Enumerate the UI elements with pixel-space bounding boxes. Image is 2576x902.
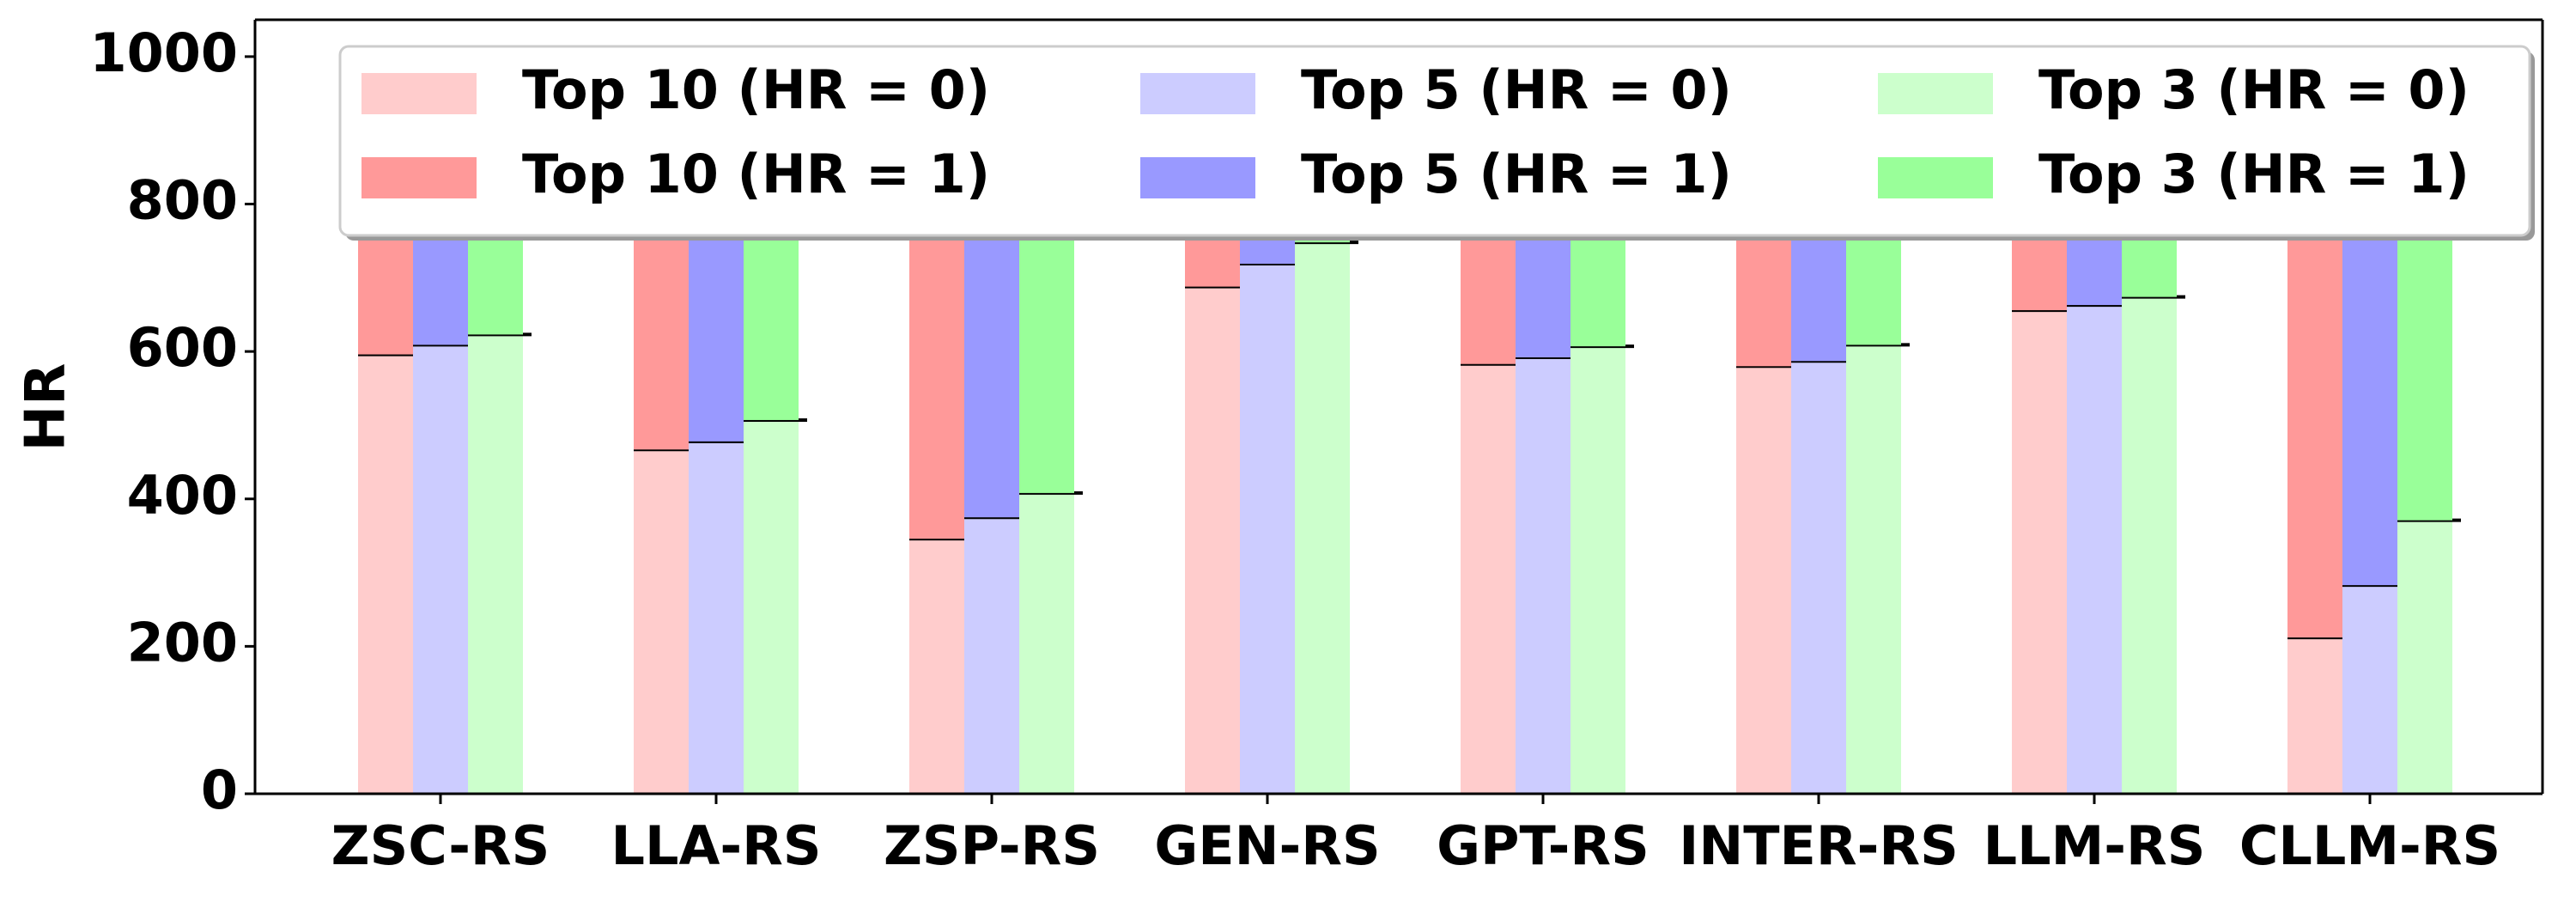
bar-segment [2287,637,2342,794]
y-tick-label: 0 [201,759,238,821]
bar-segment [1516,357,1571,794]
bar-segment [964,517,1019,794]
x-tick-label: LLA-RS [611,814,821,877]
legend-label: Top 10 (HR = 0) [522,58,990,121]
bar-segment [1295,242,1350,794]
x-tick-label: ZSC-RS [331,814,550,877]
bar-segment [1185,286,1240,794]
bar-segment [468,334,523,794]
legend-swatch [361,73,477,114]
bar-segment [2067,305,2122,794]
x-tick-label: INTER-RS [1679,814,1958,877]
bar-segment [634,449,689,794]
bar-segment [1240,264,1295,794]
legend-label: Top 5 (HR = 0) [1301,58,1732,121]
bar-segment [2122,296,2177,794]
bar-segment [744,419,799,794]
y-tick-label: 400 [127,464,238,527]
legend-label: Top 10 (HR = 1) [522,143,990,205]
bar-segment [2397,520,2452,794]
y-tick-label: 1000 [89,21,238,84]
legend-label: Top 3 (HR = 1) [2038,143,2470,205]
bar-segment [909,539,964,794]
x-tick-label: ZSP-RS [884,814,1100,877]
y-tick-label: 800 [127,169,238,232]
bar-segment [689,441,744,794]
bar-segment [1791,361,1846,794]
bar-segment [2012,310,2067,794]
legend-swatch [1878,157,1993,198]
y-axis-label: HR [15,363,78,452]
legend-swatch [1878,73,1993,114]
legend-swatch [1140,73,1255,114]
x-tick-label: LLM-RS [1984,814,2206,877]
legend-swatch [361,157,477,198]
bar-segment [413,344,468,794]
bar-segment [1571,346,1625,794]
x-tick-label: CLLM-RS [2239,814,2500,877]
y-tick-label: 200 [127,611,238,673]
legend-label: Top 3 (HR = 0) [2038,58,2470,121]
x-tick-label: GPT-RS [1437,814,1649,877]
x-tick-label: GEN-RS [1154,814,1380,877]
bar-segment [1846,344,1901,794]
bar-segment [1019,492,1074,794]
y-tick-label: 600 [127,316,238,379]
legend-swatch [1140,157,1255,198]
bar-segment [1736,366,1791,794]
bar-segment [2342,585,2397,794]
bar-segment [358,354,413,794]
legend-label: Top 5 (HR = 1) [1301,143,1732,205]
bar-segment [1461,363,1516,794]
